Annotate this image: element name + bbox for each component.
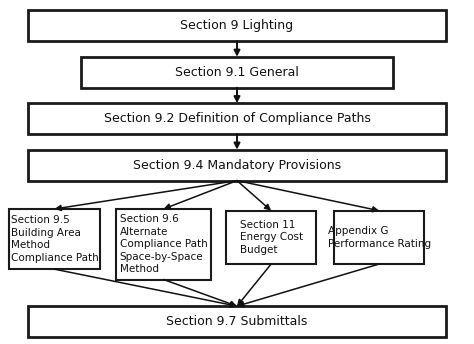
FancyBboxPatch shape xyxy=(28,150,446,181)
Text: Section 9.1 General: Section 9.1 General xyxy=(175,66,299,79)
Text: Section 9.7 Submittals: Section 9.7 Submittals xyxy=(166,315,308,328)
FancyBboxPatch shape xyxy=(334,211,424,264)
FancyBboxPatch shape xyxy=(116,209,211,279)
Text: Section 9.4 Mandatory Provisions: Section 9.4 Mandatory Provisions xyxy=(133,159,341,172)
Text: Section 9 Lighting: Section 9 Lighting xyxy=(181,19,293,32)
Text: Section 9.2 Definition of Compliance Paths: Section 9.2 Definition of Compliance Pat… xyxy=(103,112,371,125)
Text: Appendix G
Performance Rating: Appendix G Performance Rating xyxy=(328,226,431,249)
Text: Section 11
Energy Cost
Budget: Section 11 Energy Cost Budget xyxy=(239,220,303,255)
FancyBboxPatch shape xyxy=(28,306,446,337)
FancyBboxPatch shape xyxy=(81,57,393,88)
Text: Section 9.5
Building Area
Method
Compliance Path: Section 9.5 Building Area Method Complia… xyxy=(10,215,99,263)
Text: Section 9.6
Alternate
Compliance Path
Space-by-Space
Method: Section 9.6 Alternate Compliance Path Sp… xyxy=(119,214,208,274)
FancyBboxPatch shape xyxy=(28,10,446,41)
FancyBboxPatch shape xyxy=(226,211,316,264)
FancyBboxPatch shape xyxy=(9,209,100,269)
FancyBboxPatch shape xyxy=(28,103,446,134)
